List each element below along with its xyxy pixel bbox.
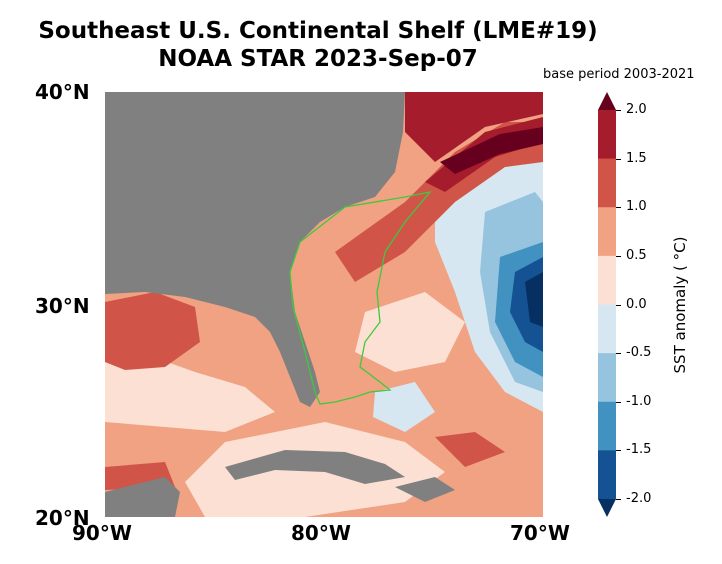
sst-anomaly-map xyxy=(105,92,543,517)
extreme-hot-band xyxy=(440,127,543,174)
colorbar-tick-label: 2.0 xyxy=(626,102,647,117)
colorbar-tick-mark xyxy=(616,207,621,209)
colorbar-tick-mark xyxy=(616,304,621,306)
colorbar-segment xyxy=(598,158,616,208)
north-america-land xyxy=(105,92,405,407)
lon-label-90w: 90°W xyxy=(72,521,132,545)
lme-boundary-line xyxy=(289,191,432,405)
colorbar-segment xyxy=(598,207,616,257)
colorbar-segment xyxy=(598,255,616,305)
colorbar-tick-label: -0.5 xyxy=(626,345,652,361)
gulf-warm-area xyxy=(105,292,200,370)
colorbar-bottom-arrow xyxy=(598,499,616,517)
colorbar-segment xyxy=(598,353,616,403)
caribbean-warm-patch xyxy=(435,432,505,467)
lat-label-30n: 30°N xyxy=(35,294,90,318)
hispaniola-land xyxy=(395,477,455,502)
colorbar-label: SST anomaly ( °C) xyxy=(671,236,689,374)
atlantic-coldest-area xyxy=(525,272,543,327)
colorbar-segment xyxy=(598,304,616,354)
colorbar-tick-label: 1.0 xyxy=(626,199,647,215)
lon-label-80w: 80°W xyxy=(291,521,351,545)
colorbar-tick-mark xyxy=(616,255,621,257)
colorbar-tick-mark xyxy=(616,450,621,452)
colorbar-tick-mark xyxy=(616,158,621,160)
yucatan-land xyxy=(105,477,180,517)
gulf-near-zero-area xyxy=(105,354,275,432)
lat-label-40n: 40°N xyxy=(35,80,90,104)
colorbar-segment xyxy=(598,110,616,160)
lon-label-70w: 70°W xyxy=(510,521,570,545)
colorbar xyxy=(598,92,616,517)
colorbar-tick-label: 1.5 xyxy=(626,150,647,166)
base-period-label: base period 2003-2021 xyxy=(543,67,695,82)
bahamas-cool-area xyxy=(373,382,435,432)
colorbar-tick-label: -1.0 xyxy=(626,393,652,409)
gulf-stream-warm-area xyxy=(335,122,543,282)
cuba-land xyxy=(225,450,405,484)
mid-atlantic-hot-area xyxy=(405,92,543,162)
lat-label-20n: 20°N xyxy=(35,506,90,530)
colorbar-tick-label: 0.0 xyxy=(626,296,647,312)
colorbar-segments xyxy=(598,110,616,500)
colorbar-tick-mark xyxy=(616,401,621,403)
colorbar-tick-mark xyxy=(616,110,621,111)
map-svg xyxy=(105,92,543,517)
colorbar-tick-mark xyxy=(616,499,621,500)
map-title-line2: NOAA STAR 2023-Sep-07 xyxy=(158,46,478,72)
colorbar-tick-mark xyxy=(616,353,621,355)
colorbar-segment xyxy=(598,401,616,451)
colorbar-tick-label: -2.0 xyxy=(626,491,652,506)
colorbar-tick-label: 0.5 xyxy=(626,247,647,263)
atlantic-near-zero-area xyxy=(355,292,465,372)
colorbar-tick-label: -1.5 xyxy=(626,442,652,458)
colorbar-segment xyxy=(598,450,616,500)
map-title-line1: Southeast U.S. Continental Shelf (LME#19… xyxy=(38,18,598,44)
colorbar-top-arrow xyxy=(598,92,616,110)
